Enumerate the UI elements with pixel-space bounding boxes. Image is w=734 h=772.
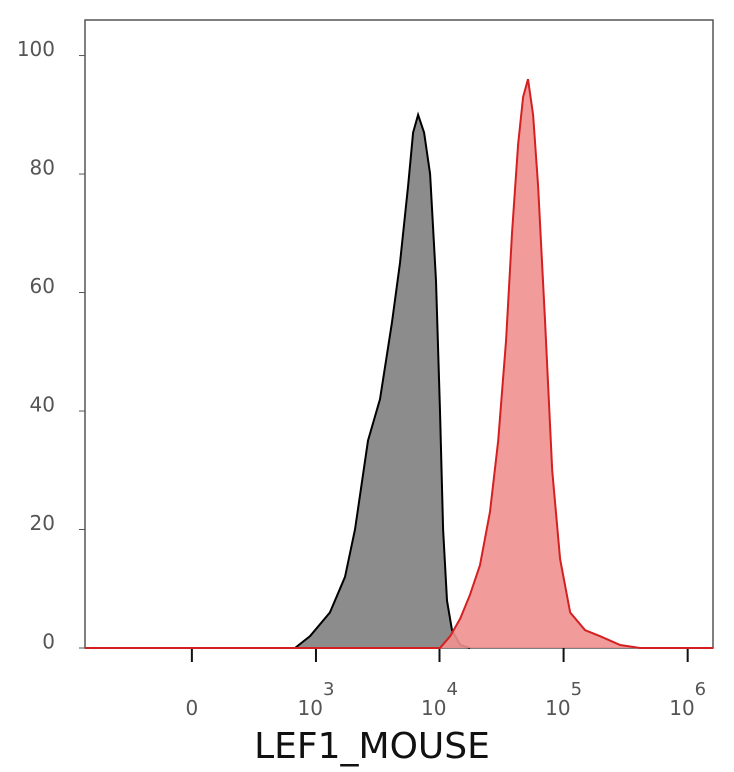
area-fill — [85, 114, 470, 649]
x-tick-label: 0 — [186, 696, 199, 720]
x-tick-label: 103 — [298, 679, 335, 720]
x-tick-exponent: 5 — [571, 679, 582, 700]
x-tick-label: 105 — [545, 679, 582, 720]
y-tick-label: 0 — [42, 630, 55, 654]
y-tick-label: 80 — [30, 156, 55, 180]
x-tick-exponent: 4 — [447, 679, 458, 700]
x-tick-exponent: 6 — [695, 679, 706, 700]
y-tick-label: 100 — [17, 37, 55, 61]
x-tick-label: 106 — [669, 679, 706, 720]
x-tick-exponent: 3 — [323, 679, 334, 700]
y-tick-label: 60 — [30, 274, 55, 298]
area-line — [85, 111, 471, 649]
x-tick-label: 104 — [421, 679, 458, 720]
x-axis-label: LEF1_MOUSE — [254, 726, 490, 767]
y-tick-label: 40 — [30, 393, 55, 417]
area-line — [85, 78, 713, 649]
y-tick-label: 20 — [30, 511, 55, 535]
